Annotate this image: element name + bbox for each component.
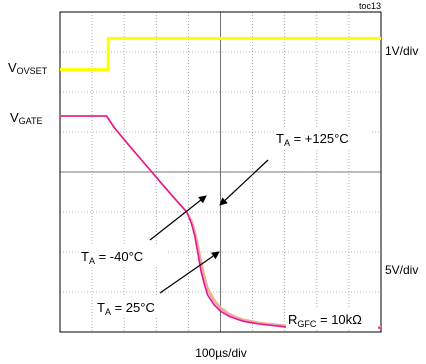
annotation-m40c-sub: A bbox=[89, 256, 95, 266]
scale-label-5v: 5V/div bbox=[385, 263, 418, 277]
x-axis-label: 100µs/div bbox=[195, 346, 247, 360]
channel-label-gate-main: V bbox=[10, 110, 19, 125]
annotation-125c-rest: = +125°C bbox=[290, 131, 349, 146]
annotation-rgfc: RGFC = 10kΩ bbox=[288, 312, 362, 329]
figure-id: toc13 bbox=[359, 1, 381, 11]
channel-label-ovset-main: V bbox=[8, 60, 17, 75]
channel-label-ovset: VOVSET bbox=[8, 60, 48, 76]
annotation-125c: TA = +125°C bbox=[276, 131, 349, 148]
plot-frame bbox=[59, 11, 382, 333]
annotation-m40c-bg bbox=[79, 245, 167, 267]
annotation-25c-sub: A bbox=[105, 307, 111, 317]
annotation-25c-rest: = 25°C bbox=[111, 300, 155, 315]
annotation-125c-bg bbox=[274, 127, 372, 149]
channel-label-gate: VGATE bbox=[10, 110, 43, 126]
annotation-m40c: TA = -40°C bbox=[81, 249, 143, 266]
annotation-rgfc-rest: = 10kΩ bbox=[316, 312, 362, 327]
annotation-rgfc-bg bbox=[286, 307, 378, 329]
annotation-25c: TA = 25°C bbox=[97, 300, 155, 317]
channel-label-ovset-sub: OVSET bbox=[17, 66, 48, 76]
annotation-rgfc-main: R bbox=[288, 312, 297, 327]
annotation-m40c-main: T bbox=[81, 249, 89, 264]
channel-label-gate-sub: GATE bbox=[19, 116, 43, 126]
annotation-m40c-rest: = -40°C bbox=[95, 249, 143, 264]
scale-label-1v: 1V/div bbox=[385, 44, 418, 58]
trace-v-gate-ta-40-c bbox=[60, 115, 381, 329]
trace-v-ovset bbox=[60, 36, 381, 72]
annotation-125c-sub: A bbox=[284, 138, 290, 148]
annotation-25c-bg bbox=[95, 296, 175, 318]
annotation-rgfc-sub: GFC bbox=[297, 319, 316, 329]
arrow-m40c bbox=[149, 195, 207, 241]
arrow-125c bbox=[219, 159, 269, 206]
arrow-25c bbox=[159, 251, 220, 294]
annotation-25c-main: T bbox=[97, 300, 105, 315]
annotation-125c-main: T bbox=[276, 131, 284, 146]
trace-group bbox=[60, 36, 381, 329]
